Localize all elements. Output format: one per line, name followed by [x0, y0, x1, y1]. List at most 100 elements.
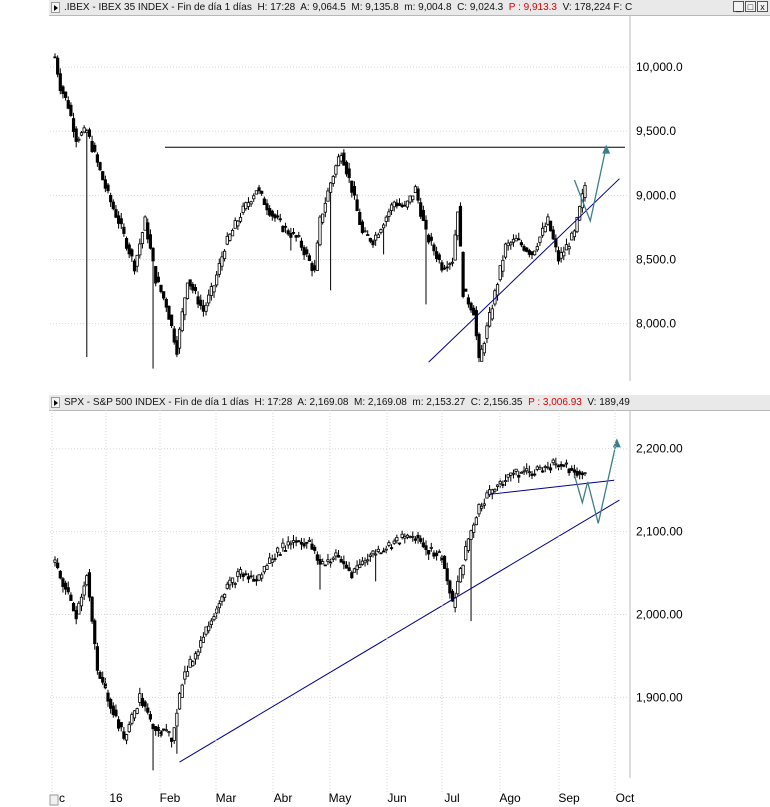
candle-body: [122, 731, 126, 739]
candle-body: [162, 728, 166, 731]
candle-body: [403, 536, 407, 539]
candle-body: [578, 206, 582, 221]
candle-body: [318, 558, 322, 565]
minimize-icon[interactable]: _: [733, 1, 744, 12]
candle-body: [389, 547, 394, 549]
candle-body: [405, 534, 410, 538]
projection-arrowhead: [612, 438, 621, 448]
candle-body: [117, 215, 121, 224]
candle-body: [424, 219, 428, 230]
candle-body: [572, 469, 577, 473]
candle-body: [456, 581, 460, 595]
candle-body: [392, 201, 396, 208]
candle-body: [395, 537, 399, 542]
candle-body: [275, 547, 280, 553]
candle-body: [328, 182, 333, 193]
ibex-header-bar[interactable]: .IBEX - IBEX 35 INDEX - Fin de día 1 día…: [49, 0, 770, 16]
candle-body: [299, 240, 304, 248]
candle-body: [254, 579, 258, 582]
candle-body: [570, 232, 574, 241]
close-icon[interactable]: x: [757, 1, 768, 12]
candle-body: [360, 221, 365, 233]
candle-body: [238, 216, 243, 222]
candle-body: [485, 325, 489, 339]
candle-body: [244, 202, 248, 210]
candle-body: [209, 286, 213, 296]
candle-body: [525, 247, 529, 252]
candle-body: [411, 535, 415, 538]
y-tick-label: 1,900.00: [636, 690, 683, 704]
candle-body: [389, 204, 394, 211]
candle-body: [196, 296, 200, 305]
candle-body: [119, 218, 123, 225]
candle-body: [360, 560, 365, 565]
candle-body: [538, 236, 542, 243]
candle-body: [551, 459, 555, 464]
candle-body: [289, 542, 293, 546]
candle-body: [241, 205, 245, 213]
candle-body: [167, 305, 171, 320]
candle-body: [495, 484, 500, 487]
candle-body: [154, 726, 158, 731]
candle-body: [384, 216, 388, 222]
spx-header-bar[interactable]: SPX - S&P 500 INDEX - Fin de día 1 días …: [49, 395, 770, 411]
candle-body: [448, 580, 452, 594]
candle-body: [416, 188, 420, 201]
candle-body: [466, 538, 471, 551]
candle-body: [392, 540, 396, 544]
candle-body: [411, 195, 415, 201]
candle-body: [437, 551, 441, 554]
candle-body: [124, 734, 129, 741]
candle-body: [328, 561, 333, 564]
candle-body: [421, 209, 425, 221]
candle-body: [530, 473, 534, 476]
candle-body: [567, 246, 571, 250]
candle-body: [188, 658, 192, 668]
expand-arrow-icon[interactable]: [51, 2, 60, 13]
spx-chart: 2,200.00 2,100.00 2,000.00 1,900.00 c 16 Feb Ma…: [49, 410, 683, 806]
candle-body: [445, 568, 449, 582]
candle-body: [106, 692, 110, 702]
candle-body: [199, 299, 203, 306]
candle-body: [262, 198, 266, 206]
candle-body: [132, 710, 137, 719]
candle-body: [254, 190, 258, 195]
candle-body: [509, 472, 513, 476]
candle-body: [408, 536, 412, 539]
candle-body: [403, 204, 407, 207]
candle-body: [180, 311, 184, 331]
candle-body: [246, 202, 251, 207]
candle-body: [405, 200, 410, 208]
candle-body: [291, 540, 296, 543]
x-tick-label: Oct: [616, 791, 635, 805]
candle-body: [199, 640, 203, 648]
candle-body: [159, 730, 163, 736]
candle-body: [342, 152, 346, 166]
candle-body: [350, 572, 354, 579]
candle-body: [336, 555, 341, 558]
maximize-icon[interactable]: □: [745, 1, 756, 12]
candle-body: [416, 534, 420, 539]
candle-body: [101, 171, 105, 181]
candle-body: [432, 552, 436, 557]
candle-body: [437, 254, 441, 261]
candle-body: [413, 538, 418, 541]
candle-body: [458, 205, 463, 247]
candle-body: [212, 616, 216, 621]
candle-body: [175, 340, 179, 355]
candle-body: [562, 464, 566, 467]
candle-body: [315, 242, 319, 271]
ibex-low: m: 9,004.8: [404, 2, 452, 13]
spx-close: C: 2,156.35: [470, 397, 523, 408]
candle-body: [275, 215, 280, 218]
y-tick-label: 2,000.00: [636, 608, 683, 622]
candle-body: [485, 492, 489, 499]
candle-body: [286, 230, 290, 235]
candle-body: [246, 576, 251, 580]
candle-body: [323, 564, 327, 567]
candle-body: [522, 470, 526, 473]
expand-arrow-icon[interactable]: [51, 397, 60, 408]
candle-body: [278, 218, 282, 221]
candle-body: [541, 227, 545, 236]
candle-body: [85, 130, 89, 133]
